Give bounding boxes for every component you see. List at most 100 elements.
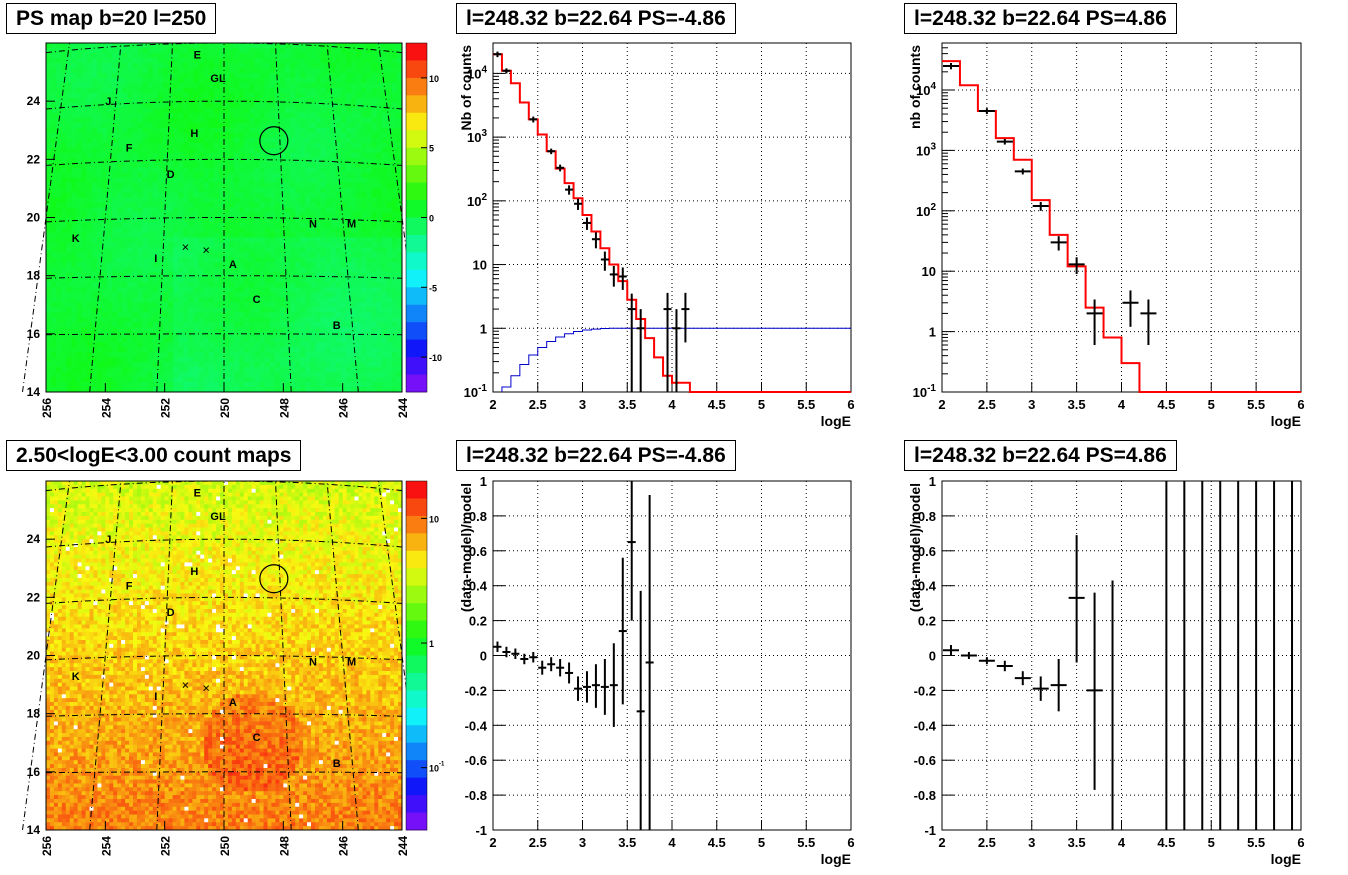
map-cell [310,72,316,79]
map-cell [76,222,82,228]
map-cell [381,162,388,169]
map-cell [259,162,266,169]
map-cell [386,312,393,318]
map-cell [396,297,403,303]
map-cell [213,182,220,188]
map-cell [310,297,316,303]
map-cell [56,287,62,293]
map-cell [371,182,377,188]
map-cell [188,52,194,59]
map-cell [366,217,372,223]
map-cell [269,117,276,124]
map-cell [183,142,189,149]
map-cell [391,132,398,139]
map-cell [239,237,245,243]
map-cell [391,122,398,129]
map-cell [173,152,179,159]
map-cell [396,257,403,263]
map-cell [218,387,225,393]
map-cell [330,367,337,373]
map-cell [351,202,357,208]
map-cell [234,342,240,348]
map-cell [325,62,332,69]
map-cell [366,367,372,373]
map-cell [229,82,235,89]
map-cell [254,257,260,263]
map-cell [234,82,240,89]
map-cell [361,127,367,134]
map-cell [371,372,377,378]
map-cell [279,132,286,139]
map-cell [234,52,240,59]
map-cell [356,322,362,328]
map-cell [208,207,215,213]
map-cell [122,287,128,293]
map-cell [361,217,367,223]
map-cell [285,262,291,268]
map-cell [274,82,281,89]
map-cell [295,337,301,343]
map-cell [142,147,149,154]
map-cell [46,167,52,174]
map-cell [295,212,301,218]
map-cell [279,387,286,393]
map-cell [213,337,220,343]
map-cell [325,377,332,383]
map-cell [162,357,169,363]
map-cell [391,172,398,179]
map-cell [346,317,352,323]
map-cell [361,97,367,104]
map-cell [229,127,235,134]
map-y-tick-label: 18 [27,269,41,283]
map-cell [51,82,57,89]
map-cell [168,312,174,318]
map-cell [101,302,108,308]
map-cell [122,112,128,119]
map-cell [300,207,306,213]
map-cell [269,57,276,64]
map-cell [229,47,235,54]
map-cell [112,142,118,149]
map-cell [162,352,169,358]
map-cell [122,167,128,174]
map-cell [173,222,179,228]
map-cell [218,357,225,363]
map-cell [127,237,133,243]
map-cell [361,157,367,164]
map-cell [157,112,164,119]
map-cell [305,307,311,313]
map-cell [381,317,388,323]
map-cell [335,162,342,169]
map-cell [101,102,108,109]
map-cell [122,207,128,213]
map-cell [51,322,57,328]
map-cell [234,377,240,383]
map-cell [361,107,367,114]
map-cell [142,107,149,114]
map-cell [203,217,210,223]
map-cell [127,302,133,308]
map-cell [132,222,138,228]
map-cell [381,337,388,343]
map-cell [117,272,123,278]
map-cell [335,122,342,129]
map-cell [96,162,103,169]
map-cell [157,207,164,213]
map-cell [117,267,123,273]
map-cell [152,387,159,393]
map-cell [274,202,281,208]
map-cell [269,67,276,74]
map-cell [107,362,113,368]
map-cell [56,222,62,228]
map-cell [376,92,383,99]
map-cell [218,197,225,203]
map-cell [107,277,113,283]
map-cell [137,367,144,373]
map-cell [96,142,103,149]
map-cell [239,157,245,164]
map-cell [71,207,77,213]
map-cell [142,372,149,378]
map-cell [193,52,199,59]
map-cell [76,132,82,139]
map-cell [183,43,189,49]
